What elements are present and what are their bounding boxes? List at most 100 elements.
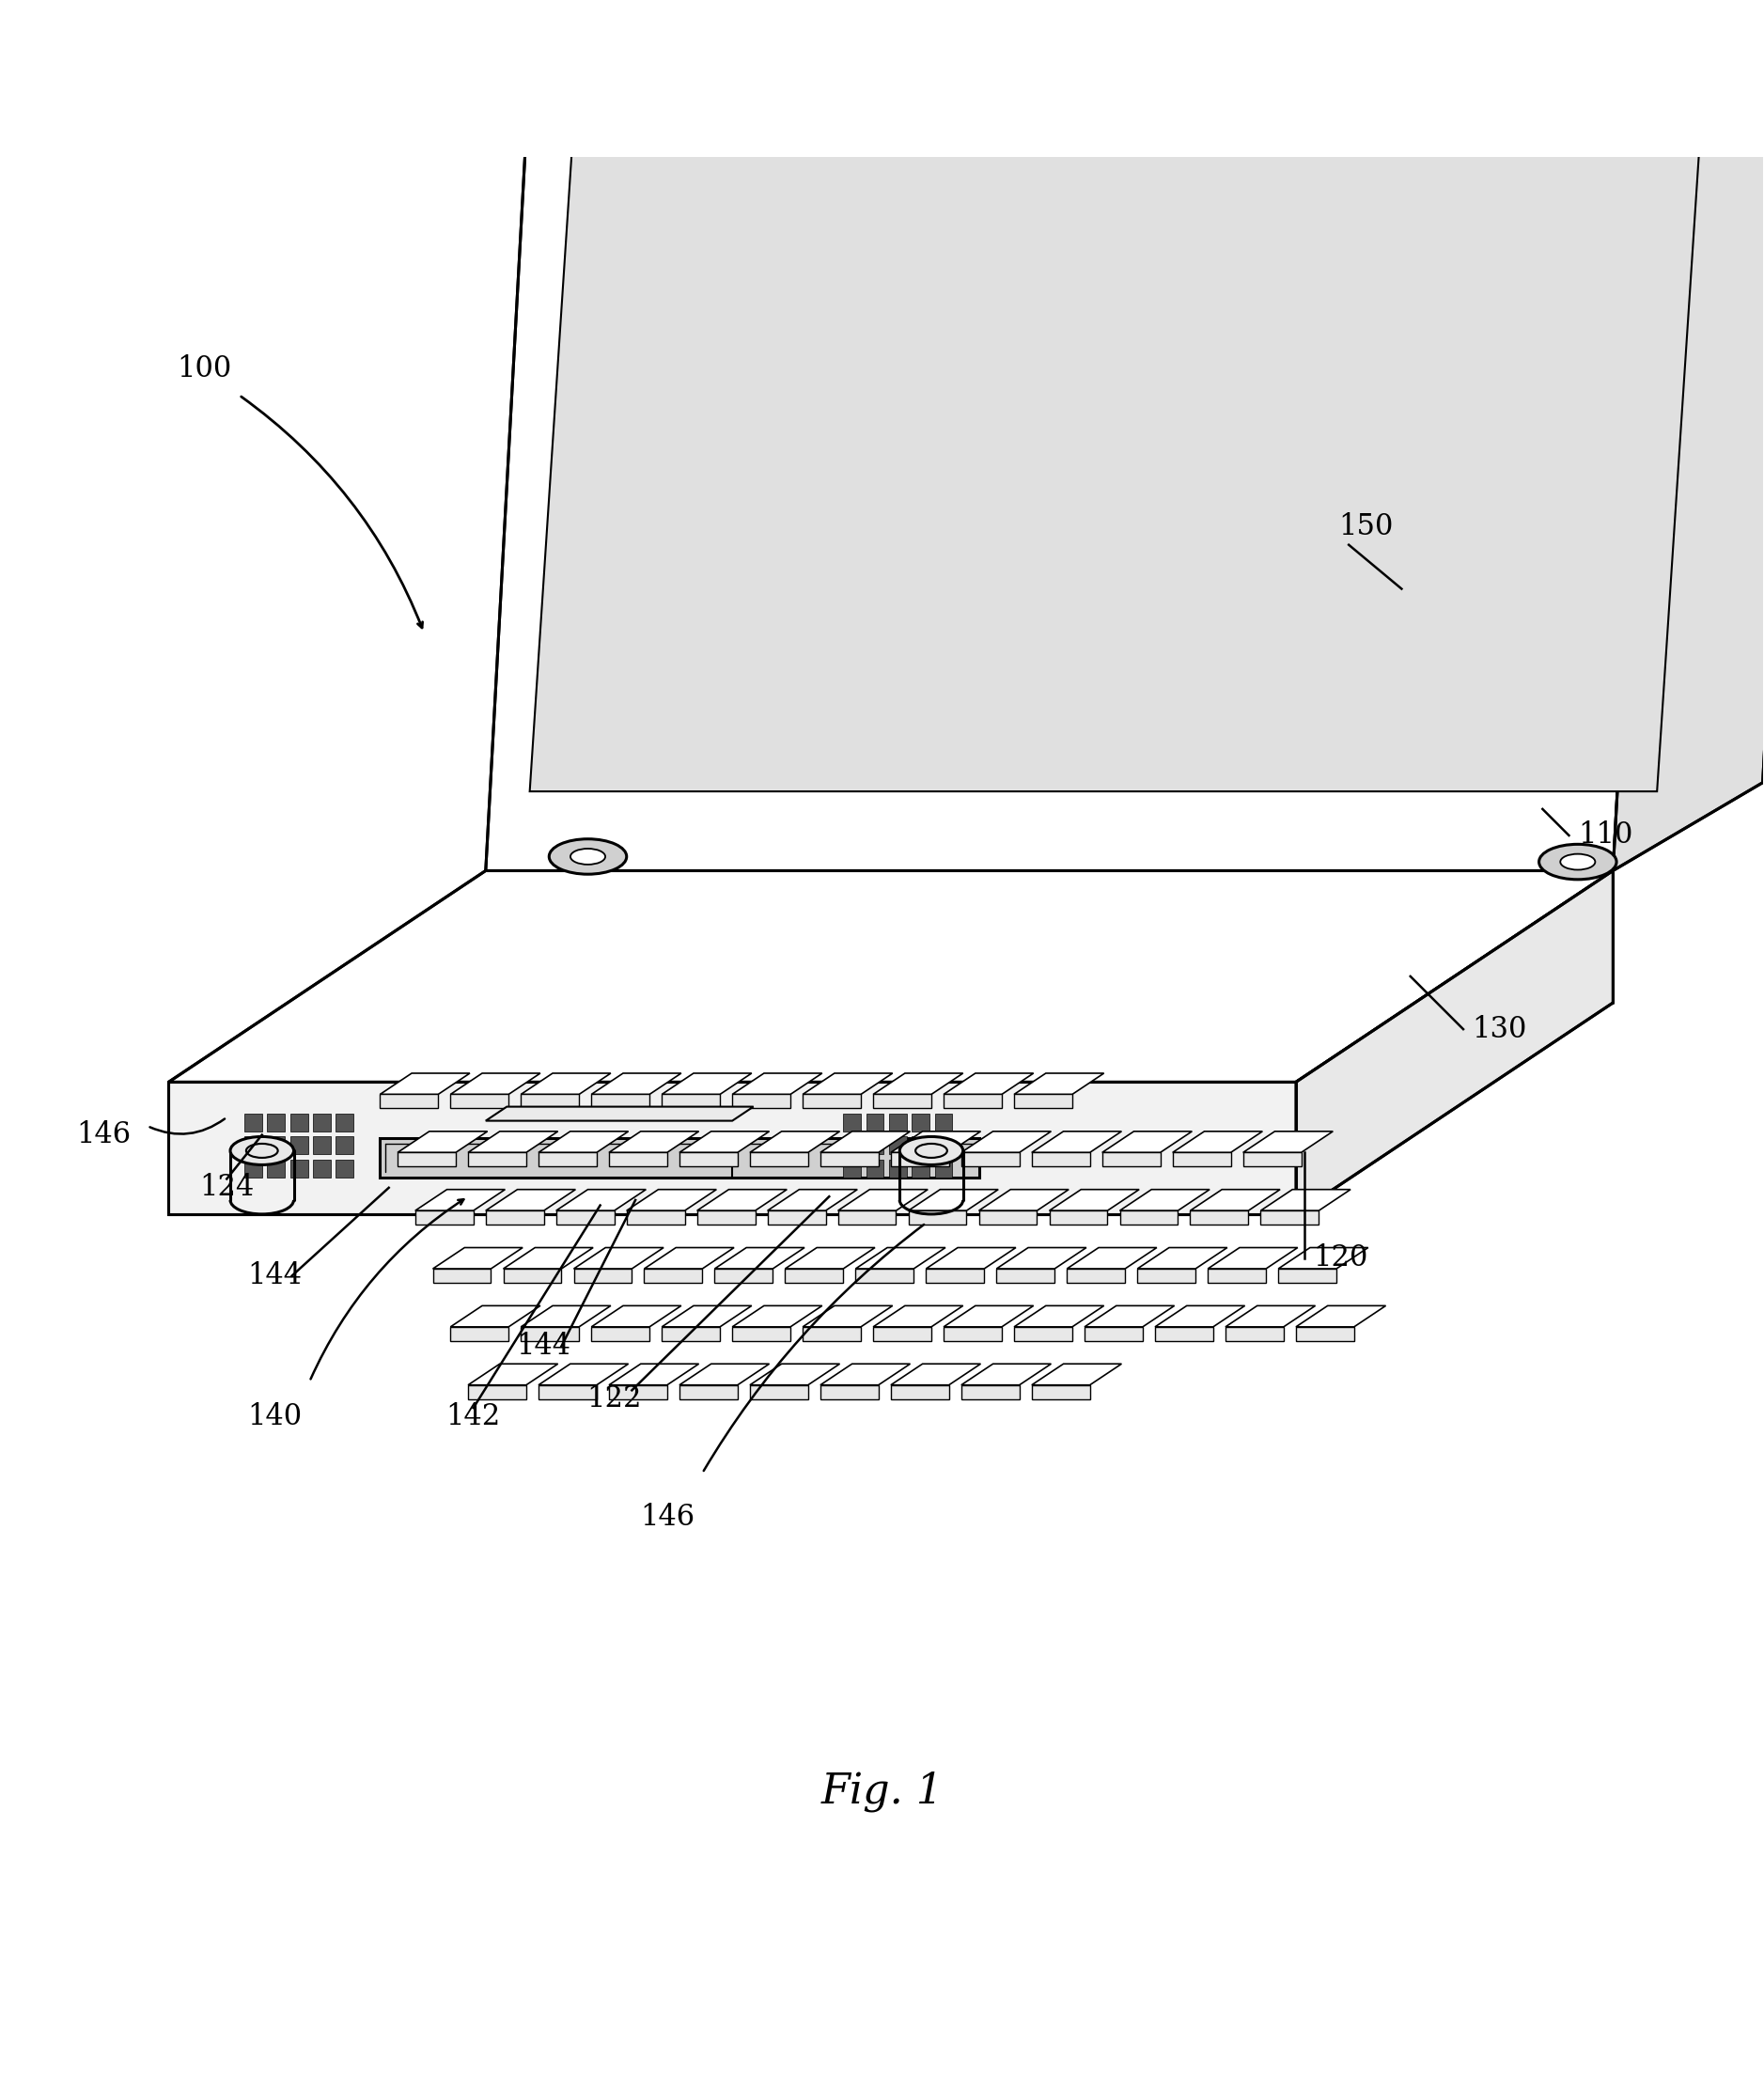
Polygon shape bbox=[529, 122, 1700, 791]
Polygon shape bbox=[1244, 1131, 1334, 1152]
Text: 120: 120 bbox=[1314, 1244, 1369, 1273]
Polygon shape bbox=[908, 1210, 967, 1225]
Bar bbox=[312, 1113, 330, 1131]
Polygon shape bbox=[626, 1190, 716, 1210]
Polygon shape bbox=[520, 1094, 579, 1109]
Polygon shape bbox=[1261, 1190, 1351, 1210]
Polygon shape bbox=[1032, 1131, 1122, 1152]
Polygon shape bbox=[767, 1210, 826, 1225]
Polygon shape bbox=[785, 1248, 875, 1268]
Polygon shape bbox=[591, 1306, 681, 1327]
Polygon shape bbox=[944, 1073, 1034, 1094]
Polygon shape bbox=[662, 1306, 751, 1327]
Polygon shape bbox=[732, 1073, 822, 1094]
Polygon shape bbox=[891, 1131, 981, 1152]
Polygon shape bbox=[1014, 1327, 1073, 1341]
Polygon shape bbox=[485, 69, 1656, 870]
Polygon shape bbox=[1014, 1306, 1104, 1327]
Polygon shape bbox=[1297, 870, 1612, 1214]
Polygon shape bbox=[1208, 1268, 1267, 1283]
Bar bbox=[935, 1113, 953, 1131]
Polygon shape bbox=[891, 1364, 981, 1385]
Polygon shape bbox=[1244, 1152, 1302, 1167]
Bar bbox=[289, 1113, 307, 1131]
Polygon shape bbox=[379, 1073, 469, 1094]
Polygon shape bbox=[609, 1131, 699, 1152]
Ellipse shape bbox=[1538, 845, 1616, 880]
Polygon shape bbox=[961, 1152, 1020, 1167]
Polygon shape bbox=[1032, 1152, 1090, 1167]
Bar bbox=[289, 1138, 307, 1154]
Polygon shape bbox=[415, 1190, 505, 1210]
Polygon shape bbox=[432, 1268, 490, 1283]
Polygon shape bbox=[1032, 1385, 1090, 1399]
Text: 140: 140 bbox=[247, 1401, 302, 1430]
Polygon shape bbox=[450, 1327, 508, 1341]
Bar bbox=[268, 1113, 286, 1131]
Polygon shape bbox=[838, 1210, 896, 1225]
Polygon shape bbox=[1155, 1306, 1245, 1327]
Polygon shape bbox=[538, 1385, 596, 1399]
Polygon shape bbox=[1297, 1327, 1355, 1341]
Polygon shape bbox=[1067, 1268, 1125, 1283]
Polygon shape bbox=[979, 1210, 1037, 1225]
Polygon shape bbox=[609, 1385, 667, 1399]
Polygon shape bbox=[1173, 1152, 1231, 1167]
Polygon shape bbox=[961, 1364, 1051, 1385]
Bar bbox=[912, 1113, 930, 1131]
Bar bbox=[935, 1160, 953, 1177]
Text: 110: 110 bbox=[1577, 820, 1633, 849]
Polygon shape bbox=[467, 1364, 557, 1385]
Text: 122: 122 bbox=[587, 1385, 642, 1414]
Polygon shape bbox=[1102, 1131, 1192, 1152]
Bar bbox=[245, 1138, 263, 1154]
Polygon shape bbox=[926, 1268, 984, 1283]
Polygon shape bbox=[1085, 1327, 1143, 1341]
Polygon shape bbox=[1032, 1364, 1122, 1385]
Polygon shape bbox=[1120, 1190, 1210, 1210]
Polygon shape bbox=[1261, 1210, 1319, 1225]
Bar bbox=[335, 1138, 353, 1154]
Bar bbox=[245, 1160, 263, 1177]
Polygon shape bbox=[450, 1306, 540, 1327]
Polygon shape bbox=[1191, 1190, 1281, 1210]
Polygon shape bbox=[926, 1248, 1016, 1268]
Bar bbox=[843, 1138, 861, 1154]
Polygon shape bbox=[679, 1131, 769, 1152]
Polygon shape bbox=[485, 1210, 543, 1225]
Polygon shape bbox=[503, 1268, 561, 1283]
Ellipse shape bbox=[570, 849, 605, 864]
Polygon shape bbox=[520, 1306, 610, 1327]
Polygon shape bbox=[767, 1190, 857, 1210]
Polygon shape bbox=[1050, 1190, 1140, 1210]
Bar bbox=[912, 1160, 930, 1177]
Polygon shape bbox=[591, 1094, 649, 1109]
Polygon shape bbox=[379, 1094, 437, 1109]
Polygon shape bbox=[961, 1131, 1051, 1152]
Polygon shape bbox=[997, 1248, 1087, 1268]
Polygon shape bbox=[873, 1306, 963, 1327]
Text: Fig. 1: Fig. 1 bbox=[820, 1771, 944, 1812]
Ellipse shape bbox=[549, 839, 626, 874]
Polygon shape bbox=[450, 1094, 508, 1109]
Polygon shape bbox=[609, 1152, 667, 1167]
Polygon shape bbox=[697, 1210, 755, 1225]
Polygon shape bbox=[944, 1094, 1002, 1109]
Polygon shape bbox=[397, 1131, 487, 1152]
Polygon shape bbox=[820, 1364, 910, 1385]
Ellipse shape bbox=[900, 1138, 963, 1165]
Bar bbox=[245, 1113, 263, 1131]
Polygon shape bbox=[485, 1190, 575, 1210]
Polygon shape bbox=[732, 1327, 790, 1341]
Polygon shape bbox=[379, 1138, 979, 1177]
Polygon shape bbox=[662, 1094, 720, 1109]
Polygon shape bbox=[432, 1248, 522, 1268]
Polygon shape bbox=[450, 1073, 540, 1094]
Polygon shape bbox=[538, 1131, 628, 1152]
Bar bbox=[866, 1138, 884, 1154]
Polygon shape bbox=[908, 1190, 998, 1210]
Polygon shape bbox=[856, 1248, 946, 1268]
Ellipse shape bbox=[247, 1144, 279, 1158]
Polygon shape bbox=[803, 1094, 861, 1109]
Bar bbox=[289, 1160, 307, 1177]
